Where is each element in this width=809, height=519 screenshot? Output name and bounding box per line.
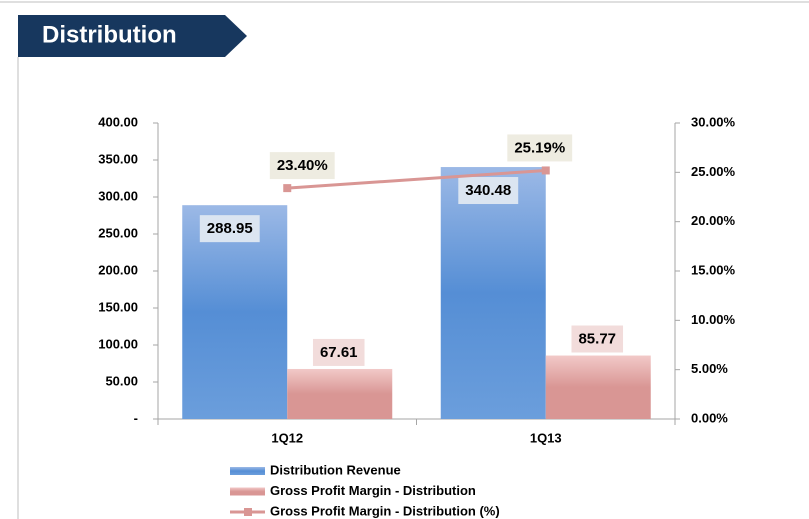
label-box xyxy=(571,325,624,353)
y-tick-label: 350.00 xyxy=(98,151,138,166)
label-box xyxy=(507,134,573,162)
y-tick-label: 50.00 xyxy=(105,373,138,388)
label-box xyxy=(458,177,519,205)
bar xyxy=(440,167,546,419)
y2-tick-label: 0.00% xyxy=(691,410,728,425)
legend-swatch xyxy=(230,467,265,475)
bar xyxy=(545,355,651,419)
y2-tick-label: 10.00% xyxy=(691,312,736,327)
data-label: 340.48 xyxy=(465,182,511,199)
legend-label: Gross Profit Margin - Distribution (%) xyxy=(270,503,500,518)
y-tick-label: 100.00 xyxy=(98,336,138,351)
label-box xyxy=(312,338,365,366)
y2-tick-label: 5.00% xyxy=(691,361,728,376)
data-label: 23.40% xyxy=(277,157,328,174)
y2-tick-label: 30.00% xyxy=(691,114,736,129)
y-tick-label: - xyxy=(134,410,138,425)
label-box xyxy=(269,152,335,180)
y2-tick-label: 20.00% xyxy=(691,213,736,228)
line-marker xyxy=(541,166,550,175)
title-banner xyxy=(18,15,247,57)
x-tick-label: 1Q13 xyxy=(530,430,562,445)
y-tick-label: 400.00 xyxy=(98,114,138,129)
line-marker xyxy=(283,184,292,193)
x-tick-label: 1Q12 xyxy=(271,430,303,445)
data-label: 85.77 xyxy=(578,330,616,347)
legend-label: Distribution Revenue xyxy=(270,462,401,477)
data-label: 25.19% xyxy=(514,139,565,156)
y-tick-label: 200.00 xyxy=(98,262,138,277)
data-label: 288.95 xyxy=(207,220,253,237)
legend-swatch xyxy=(244,508,252,516)
data-label: 67.61 xyxy=(320,344,358,361)
y-tick-label: 150.00 xyxy=(98,299,138,314)
line xyxy=(287,168,546,190)
y-tick-label: 300.00 xyxy=(98,188,138,203)
y2-tick-label: 15.00% xyxy=(691,262,736,277)
y2-tick-label: 25.00% xyxy=(691,164,736,179)
legend-label: Gross Profit Margin - Distribution xyxy=(270,483,476,498)
y-tick-label: 250.00 xyxy=(98,225,138,240)
bar xyxy=(287,368,393,419)
chart-title: Distribution xyxy=(42,21,177,48)
legend-swatch xyxy=(230,487,265,496)
label-box xyxy=(199,215,260,243)
